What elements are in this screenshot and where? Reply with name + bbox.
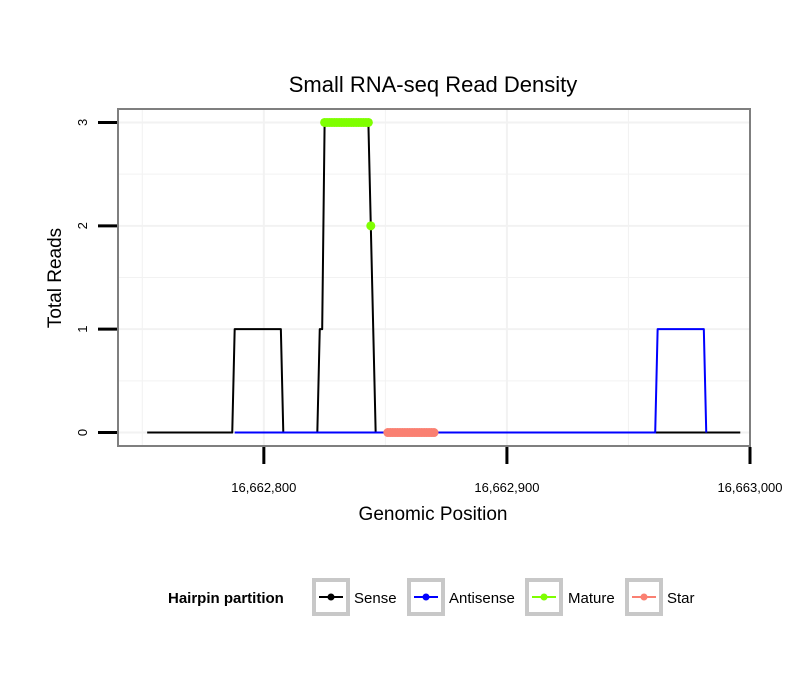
legend-key-point-sense xyxy=(327,593,335,601)
y-tick-label: 2 xyxy=(75,222,90,229)
y-tick-label: 0 xyxy=(75,429,90,436)
mature-point xyxy=(366,221,376,231)
y-tick-label: 3 xyxy=(75,119,90,126)
x-tick-label: 16,662,900 xyxy=(474,480,539,495)
legend-title: Hairpin partition xyxy=(168,590,284,607)
x-axis: 16,662,800 16,662,900 16,663,000 xyxy=(231,447,783,495)
legend-label-sense: Sense xyxy=(354,590,397,607)
sense-series-line xyxy=(147,121,741,434)
series-layer xyxy=(147,117,741,438)
legend-label-star: Star xyxy=(667,590,695,607)
chart-title: Small RNA-seq Read Density xyxy=(289,72,578,97)
y-axis-title: Total Reads xyxy=(45,228,66,328)
legend-label-mature: Mature xyxy=(568,590,615,607)
x-axis-title: Genomic Position xyxy=(359,504,508,525)
legend-key-point-antisense xyxy=(422,593,430,601)
antisense-series-line xyxy=(234,328,708,434)
legend-key-point-mature xyxy=(540,593,548,601)
x-tick-label: 16,662,800 xyxy=(231,480,296,495)
mature-point xyxy=(363,117,373,127)
star-point xyxy=(429,428,439,438)
legend-label-antisense: Antisense xyxy=(449,590,515,607)
y-tick-label: 1 xyxy=(75,326,90,333)
legend-key-point-star xyxy=(640,593,648,601)
y-axis: 0 1 2 3 xyxy=(75,119,117,436)
legend: Hairpin partition Sense Antisense Mature St… xyxy=(168,578,695,616)
x-tick-label: 16,663,000 xyxy=(717,480,782,495)
